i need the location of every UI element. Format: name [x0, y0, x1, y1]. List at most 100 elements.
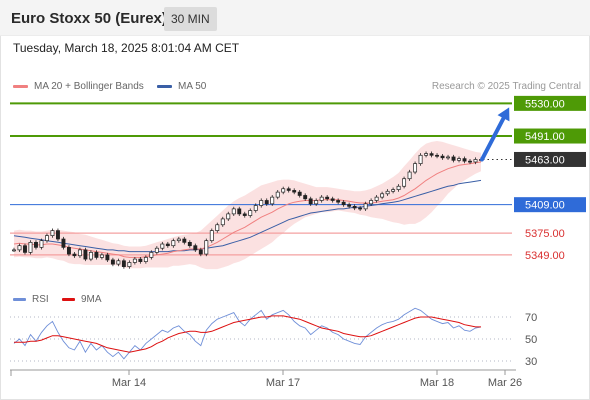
candle-body — [176, 238, 181, 242]
candle-body — [198, 249, 203, 255]
candle-body — [264, 200, 269, 205]
level-label-5491.00: 5491.00 — [525, 131, 565, 143]
candle-body — [237, 208, 242, 215]
candle-body — [187, 241, 192, 247]
candle-body — [292, 190, 297, 193]
candle-body — [402, 178, 407, 187]
candle-body — [77, 249, 82, 257]
candle-body — [182, 238, 187, 243]
candle-body — [99, 254, 104, 258]
candle-body — [468, 160, 472, 163]
candle-body — [418, 154, 423, 165]
rsi-tick-30: 30 — [525, 356, 537, 368]
candle-body — [17, 245, 22, 251]
rsi-swatch — [13, 298, 26, 301]
candle-body — [473, 159, 478, 163]
credit-text: Research © 2025 Trading Central — [431, 81, 581, 92]
timestamp: Tuesday, March 18, 2025 8:01:04 AM CET — [13, 41, 240, 55]
candle-body — [226, 213, 231, 220]
candle-body — [61, 238, 66, 248]
candle-body — [413, 163, 418, 173]
candle-body — [275, 191, 280, 198]
candle-body — [171, 240, 176, 247]
x-tick-label-0: Mar 14 — [112, 377, 146, 389]
candle-body — [253, 205, 258, 211]
candle-body — [39, 240, 44, 248]
projection-arrow-head — [497, 107, 510, 122]
candle-body — [352, 205, 357, 209]
candle-body — [391, 189, 396, 192]
instrument-title: Euro Stoxx 50 (Eurex) — [11, 10, 167, 27]
candle-body — [110, 259, 115, 265]
candle-body — [116, 260, 121, 265]
candle-body — [259, 200, 264, 206]
candle-body — [374, 196, 379, 201]
candle-body — [385, 190, 390, 195]
candle-body — [396, 185, 401, 190]
header-bar: Euro Stoxx 50 (Eurex) 30 MIN — [0, 0, 590, 36]
candle-body — [424, 153, 429, 156]
candle-body — [154, 247, 159, 253]
candle-body — [45, 235, 49, 242]
x-tick-label-2: Mar 18 — [420, 377, 454, 389]
candle-body — [281, 188, 286, 193]
candle-body — [132, 258, 137, 263]
candle-body — [270, 196, 275, 205]
legend-rsi: RSI — [13, 294, 49, 305]
candle-body — [242, 213, 247, 216]
candle-body — [380, 193, 385, 198]
rsi-9ma-line — [14, 315, 481, 353]
candle-body — [12, 249, 16, 252]
legend-ma50: MA 50 — [157, 81, 206, 92]
candle-body — [34, 241, 38, 248]
level-tag-5409.00 — [514, 197, 586, 213]
level-label-5375.00: 5375.00 — [525, 228, 565, 240]
candle-body — [369, 200, 374, 205]
ma50-swatch — [157, 85, 172, 88]
level-label-5349.00: 5349.00 — [525, 250, 565, 262]
candle-body — [149, 252, 154, 258]
candle-body — [325, 196, 330, 200]
candle-body — [407, 171, 412, 180]
candle-body — [143, 257, 148, 262]
level-tag-5530.00 — [514, 95, 586, 111]
level-label-5409.00: 5409.00 — [525, 200, 565, 212]
candle-body — [457, 158, 461, 161]
level-tag-5491.00 — [514, 128, 586, 144]
candle-body — [127, 262, 132, 267]
candle-body — [94, 252, 99, 258]
candle-body — [297, 191, 302, 196]
interval-button[interactable]: 30 MIN — [164, 7, 217, 31]
candle-body — [23, 245, 27, 253]
candle-body — [50, 230, 55, 237]
legend-ma50-label: MA 50 — [178, 81, 207, 92]
candle-body — [363, 203, 368, 210]
candle-body — [319, 196, 324, 201]
candle-body — [209, 230, 214, 242]
candle-body — [88, 252, 93, 260]
rsi-tick-70: 70 — [525, 312, 537, 324]
candle-body — [165, 243, 170, 247]
candle-body — [231, 208, 236, 215]
legend-9ma: 9MA — [62, 294, 102, 305]
legend-9ma-label: 9MA — [81, 294, 102, 305]
candle-body — [286, 188, 291, 191]
x-tick-label-3: Mar 26 — [488, 377, 522, 389]
candle-body — [204, 240, 209, 255]
candle-body — [446, 156, 450, 159]
rsi-tick-50: 50 — [525, 334, 537, 346]
candle-body — [72, 253, 77, 257]
candle-body — [66, 247, 71, 255]
projection-arrow-shaft — [480, 113, 507, 162]
candle-body — [440, 155, 445, 159]
candle-body — [330, 198, 335, 201]
candle-body — [341, 201, 346, 206]
candle-body — [462, 158, 467, 162]
candle-body — [28, 241, 33, 253]
candle-body — [303, 195, 308, 200]
ma20-line — [13, 161, 482, 258]
rsi-line — [13, 307, 482, 360]
candle-body — [314, 200, 319, 205]
candle-body — [435, 154, 439, 157]
